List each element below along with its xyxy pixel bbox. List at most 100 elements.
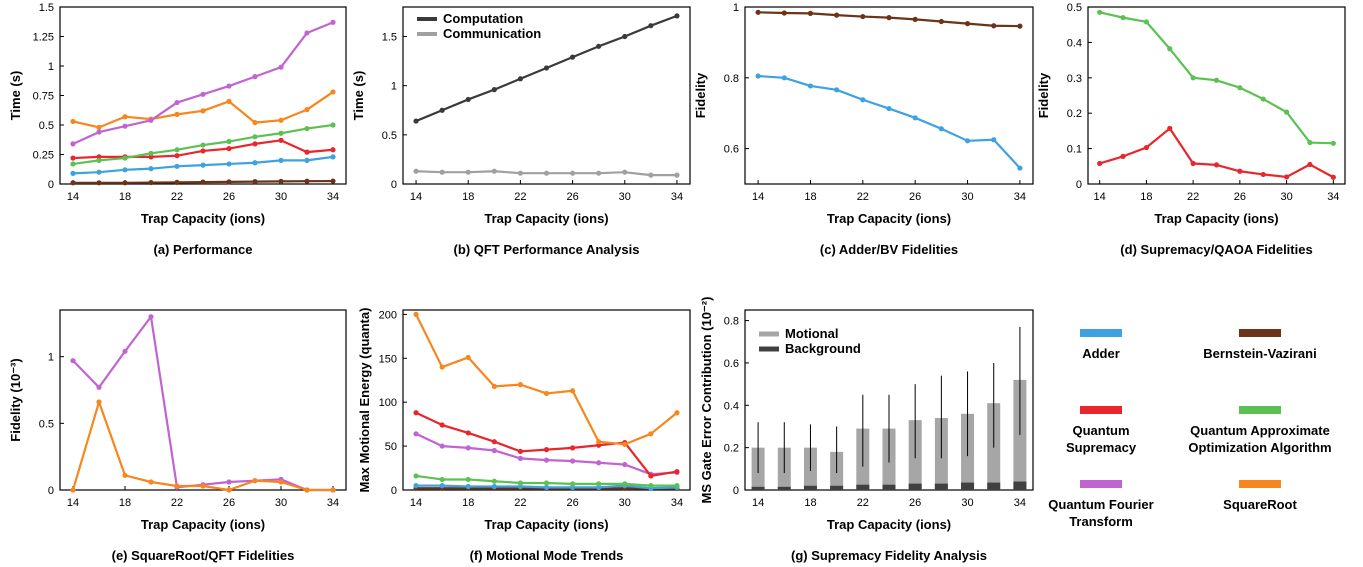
- data-point: [174, 99, 180, 106]
- data-point: [226, 479, 232, 485]
- x-tick-label: 34: [1327, 191, 1339, 203]
- x-tick-label: 18: [119, 497, 131, 509]
- data-point: [148, 314, 154, 320]
- chart-caption: (g) Supremacy Fidelity Analysis: [791, 548, 987, 563]
- data-point: [439, 169, 445, 175]
- data-point: [648, 483, 654, 489]
- data-point: [200, 91, 206, 97]
- data-point: [413, 311, 419, 317]
- x-axis-label: Trap Capacity (ions): [484, 517, 608, 532]
- x-tick-label: 34: [327, 191, 339, 203]
- y-tick-label: 1.25: [33, 32, 54, 44]
- data-point: [122, 472, 128, 478]
- data-point: [596, 481, 602, 487]
- data-point: [1120, 153, 1126, 159]
- y-axis-label: Fidelity: [1036, 72, 1051, 118]
- x-tick-label: 18: [462, 497, 474, 509]
- data-point: [807, 83, 814, 89]
- data-point: [465, 476, 471, 483]
- data-point: [252, 478, 258, 484]
- y-tick-label: 0: [391, 485, 397, 497]
- y-tick-label: 0.8: [724, 73, 739, 85]
- y-tick-label: 0: [1076, 179, 1082, 191]
- legend-entry-label: Supremacy: [1066, 440, 1137, 455]
- series-line: [415, 313, 678, 446]
- y-tick-label: 0: [48, 179, 54, 191]
- data-point: [491, 478, 497, 484]
- legend-color-bar: [1239, 406, 1281, 414]
- x-tick-label: 30: [275, 497, 287, 509]
- data-point: [569, 445, 576, 451]
- legend-color-bar: [1239, 480, 1281, 488]
- data-point: [755, 73, 761, 79]
- x-axis-label: Trap Capacity (ions): [484, 211, 608, 226]
- chart-caption: (e) SquareRoot/QFT Fidelities: [112, 548, 295, 563]
- y-tick-label: 0.5: [39, 418, 54, 430]
- data-point: [148, 179, 154, 186]
- data-point: [1237, 168, 1243, 174]
- data-point: [122, 114, 128, 120]
- x-axis-label: Trap Capacity (ions): [141, 517, 265, 532]
- data-point: [465, 445, 471, 451]
- x-tick-label: 22: [171, 497, 183, 509]
- data-point: [96, 399, 102, 405]
- data-point: [938, 18, 944, 25]
- legend-entry-label: Transform: [1069, 514, 1133, 529]
- bar-background: [777, 486, 791, 490]
- legend-color-bar: [1239, 329, 1281, 337]
- data-point: [886, 15, 892, 21]
- data-point: [674, 483, 680, 489]
- y-tick-label: 0.75: [33, 91, 54, 103]
- legend-color-bar: [1080, 406, 1122, 414]
- series-line: [1099, 127, 1334, 179]
- chart-caption: (d) Supremacy/QAOA Fidelities: [1120, 242, 1312, 257]
- x-axis-label: Trap Capacity (ions): [1154, 211, 1278, 226]
- y-tick-label: 1: [391, 81, 397, 93]
- data-point: [96, 129, 102, 135]
- data-point: [304, 125, 310, 132]
- data-point: [1260, 171, 1266, 178]
- x-tick-label: 34: [1014, 497, 1026, 509]
- chart-panel-a: 14 18 22 26 30 34 0 0.25 0.5 0.75 1 1.25 1.5 Trap Cap…: [8, 2, 347, 257]
- x-tick-label: 18: [804, 191, 816, 203]
- chart-panel-g: 14 18 22 26 30 34 0 0.2 0.4 0.6 0.8 Trap Capacity (…: [699, 297, 1034, 563]
- series-line: [415, 411, 678, 478]
- data-point: [330, 19, 336, 25]
- data-point: [413, 483, 419, 489]
- data-point: [834, 12, 840, 18]
- data-point: [252, 179, 258, 185]
- data-point: [648, 431, 654, 437]
- bar-background: [830, 485, 844, 490]
- chart-panel-b: 14 18 22 26 30 34 0 0.5 1 1.5 Trap Capacity (ions)…: [351, 6, 691, 257]
- data-point: [122, 180, 128, 186]
- x-axis-label: Trap Capacity (ions): [827, 211, 951, 226]
- y-tick-label: 0.1: [1067, 144, 1082, 156]
- x-tick-label: 26: [909, 497, 921, 509]
- y-tick-label: 1.5: [39, 2, 54, 14]
- y-tick-label: 1: [48, 61, 54, 73]
- legend-entry-label: Quantum: [1072, 423, 1129, 438]
- series-line: [758, 74, 1021, 169]
- data-point: [517, 382, 524, 388]
- x-tick-label: 26: [1234, 191, 1246, 203]
- data-point: [465, 430, 471, 436]
- bar-background: [882, 484, 896, 490]
- data-point: [1190, 75, 1196, 81]
- x-tick-label: 30: [275, 191, 287, 203]
- data-point: [278, 64, 284, 70]
- data-point: [543, 65, 550, 71]
- data-point: [278, 137, 284, 143]
- data-point: [860, 97, 866, 103]
- data-point: [226, 146, 232, 152]
- data-point: [439, 476, 445, 483]
- data-point: [1307, 139, 1313, 146]
- x-tick-label: 14: [410, 191, 422, 203]
- data-point: [569, 388, 576, 394]
- data-point: [1143, 19, 1150, 25]
- data-point: [70, 180, 76, 186]
- y-tick-label: 0.2: [1067, 108, 1082, 120]
- legend-label: Background: [785, 341, 861, 356]
- data-point: [70, 118, 76, 125]
- data-point: [148, 166, 154, 172]
